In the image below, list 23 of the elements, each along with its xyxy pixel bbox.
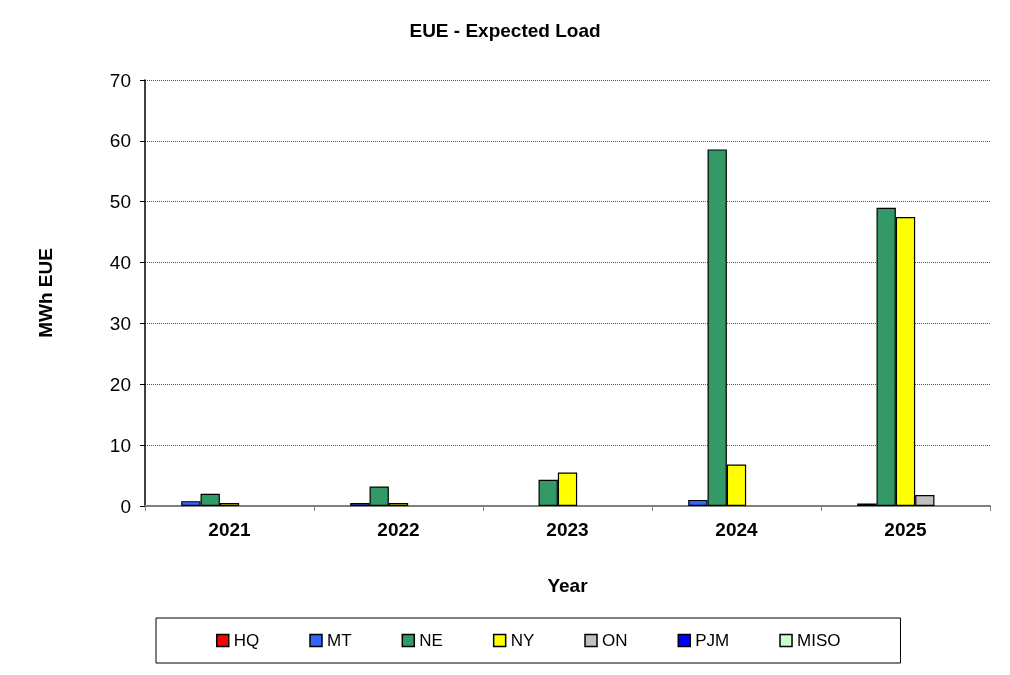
y-tick-label: 60 xyxy=(109,130,131,152)
y-tick-label: 50 xyxy=(109,191,131,213)
x-tick-label: 2024 xyxy=(715,519,759,540)
legend-label: NY xyxy=(510,631,535,650)
y-tick-label: 30 xyxy=(109,312,131,334)
x-tick-label: 2021 xyxy=(208,519,252,540)
chart-title: EUE - Expected Load xyxy=(409,20,601,41)
y-axis-title: MWh EUE xyxy=(35,248,56,338)
y-tick-label: 0 xyxy=(120,495,131,517)
legend-label: PJM xyxy=(695,631,730,650)
y-tick-label: 20 xyxy=(109,373,131,395)
legend-label: HQ xyxy=(233,631,260,650)
y-tick-label: 70 xyxy=(109,69,131,91)
x-tick-label: 2025 xyxy=(884,519,928,540)
y-tick-label: 10 xyxy=(109,434,131,456)
x-axis-title: Year xyxy=(547,575,589,596)
legend-label: NE xyxy=(419,631,443,650)
legend-label: ON xyxy=(602,631,628,650)
x-tick-label: 2023 xyxy=(546,519,589,540)
y-tick-label: 40 xyxy=(109,252,131,274)
legend-label: MT xyxy=(327,631,352,650)
legend-label: MISO xyxy=(797,631,841,650)
x-tick-label: 2022 xyxy=(377,519,420,540)
